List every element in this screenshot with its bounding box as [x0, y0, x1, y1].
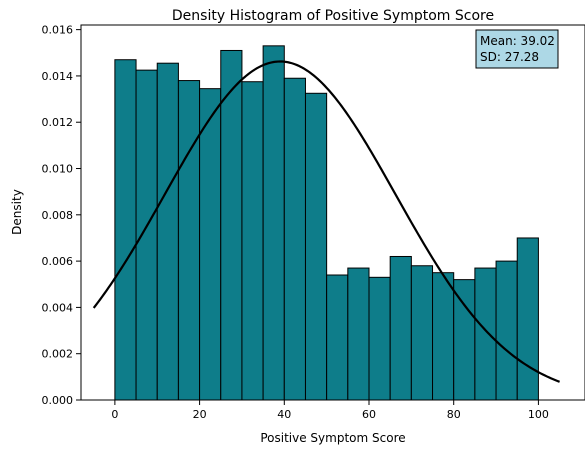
plot-frame: [80, 24, 585, 401]
histogram-bar: [432, 272, 455, 401]
histogram-bar: [156, 62, 179, 401]
histogram-bar: [495, 260, 518, 401]
histogram-bar: [283, 77, 306, 401]
histogram-bar: [304, 92, 328, 401]
x-axis-label: Positive Symptom Score: [260, 431, 405, 445]
y-tick-label: 0.010: [42, 163, 74, 176]
histogram-bar: [474, 267, 497, 401]
x-tick-label: 100: [528, 408, 549, 421]
x-tick-label: 80: [447, 408, 461, 421]
stats-mean-text: Mean: 39.02: [480, 34, 555, 48]
x-tick-label: 40: [277, 408, 291, 421]
y-tick-label: 0.016: [42, 24, 74, 37]
histogram-bar: [114, 59, 137, 401]
stats-sd-text: SD: 27.28: [480, 50, 539, 64]
stats-box: Mean: 39.02 SD: 27.28: [475, 29, 559, 69]
histogram-bar: [347, 267, 370, 401]
x-axis-ticks: 0 20 40 60 80 100: [111, 400, 549, 421]
histogram-bar: [220, 49, 243, 401]
x-tick-label: 20: [193, 408, 207, 421]
y-axis-ticks: 0.000 0.002 0.004 0.006 0.008 0.010 0.012 0.014…: [42, 24, 81, 407]
y-axis-label: Density: [10, 189, 24, 235]
chart-title: Density Histogram of Positive Symptom Sc…: [172, 8, 494, 24]
x-tick-label: 0: [111, 408, 118, 421]
histogram-bar: [177, 80, 201, 401]
histogram-bar: [516, 237, 539, 401]
y-tick-label: 0.012: [42, 116, 74, 129]
normal-curve: [92, 60, 560, 383]
histogram-bar: [326, 274, 349, 401]
histogram-bar: [389, 255, 412, 401]
x-tick-label: 60: [362, 408, 376, 421]
y-tick-label: 0.006: [42, 255, 74, 268]
y-tick-label: 0.000: [42, 394, 74, 407]
histogram-bar: [262, 45, 285, 401]
histogram-bar: [368, 276, 391, 401]
y-tick-label: 0.004: [42, 301, 74, 314]
histogram-bar: [135, 69, 158, 401]
stats-box-background: [475, 29, 559, 69]
histogram-bar: [199, 88, 222, 401]
histogram-bar: [410, 265, 434, 401]
y-tick-label: 0.014: [42, 70, 74, 83]
y-tick-label: 0.008: [42, 209, 74, 222]
histogram-bar: [453, 279, 476, 401]
y-tick-label: 0.002: [42, 348, 74, 361]
histogram-bar: [241, 81, 264, 401]
bars-layer: [114, 45, 539, 401]
